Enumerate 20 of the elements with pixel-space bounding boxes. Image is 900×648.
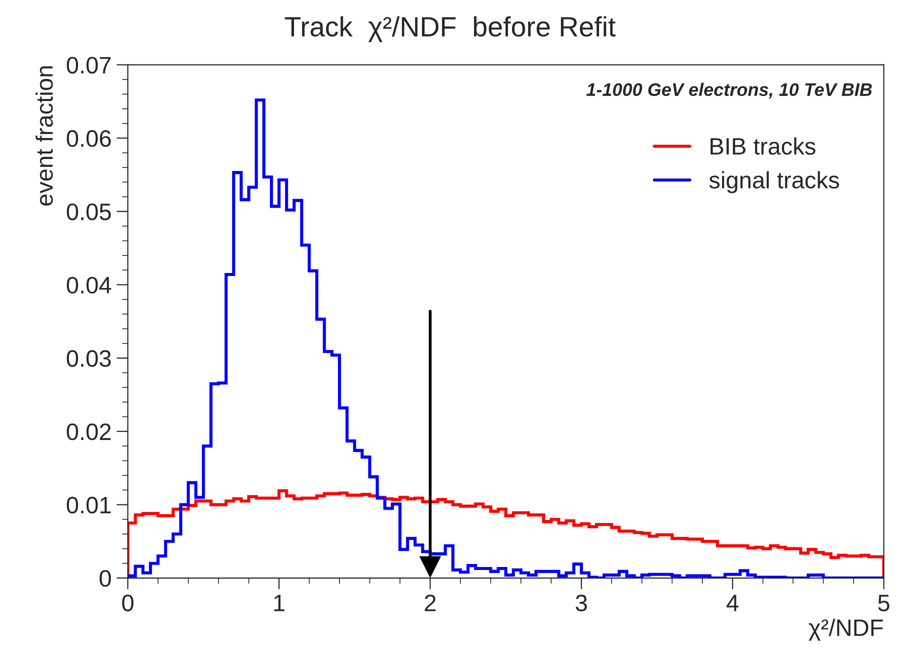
- y-tick-label: 0.03: [66, 350, 111, 367]
- y-tick-label: 0.04: [66, 276, 112, 294]
- x-tick-label: 0: [122, 594, 134, 612]
- x-tick-label: 1: [274, 594, 284, 612]
- y-tick-label: 0.07: [66, 56, 111, 74]
- y-tick-label: 0.01: [66, 496, 111, 514]
- y-axis-title: event fraction: [36, 66, 53, 206]
- x-tick-label: 5: [878, 594, 890, 612]
- y-tick-label: 0.06: [66, 130, 111, 147]
- y-tick-label: 0.02: [66, 423, 111, 440]
- annotation: 1-1000 GeV electrons, 10 TeV BIB: [586, 82, 872, 99]
- x-axis-title: χ²/NDF: [808, 618, 883, 641]
- legend-label: signal tracks: [709, 171, 840, 194]
- y-tick-label: 0.05: [66, 204, 111, 220]
- x-tick-label: 2: [424, 594, 436, 612]
- x-tick-label: 4: [726, 594, 738, 612]
- y-tick-label: 0: [100, 570, 111, 587]
- chart-title: Track χ²/NDF before Refit: [284, 16, 616, 42]
- legend-label: BIB tracks: [710, 137, 816, 155]
- x-tick-label: 3: [576, 594, 587, 612]
